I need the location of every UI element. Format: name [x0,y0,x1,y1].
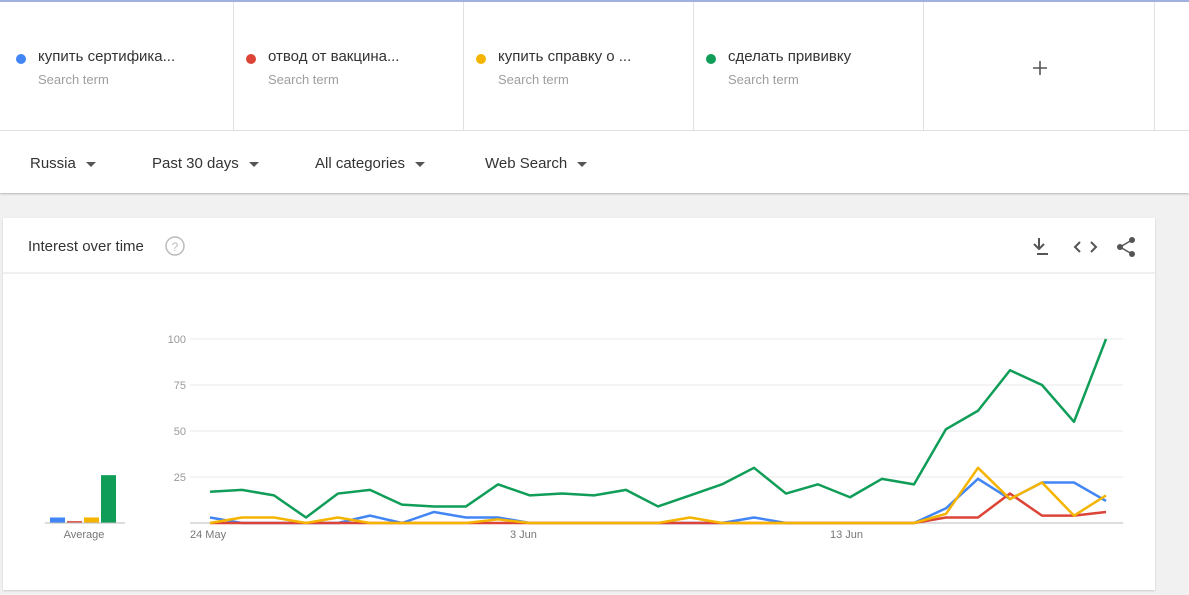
term-color-dot [476,54,486,64]
term-kind: Search term [498,72,569,87]
y-tick-label: 50 [174,426,186,438]
chart: Interest over time ? 25 50 75 100 24 May 3 Ju… [3,236,1155,541]
y-tick-label: 75 [174,380,186,392]
download-icon[interactable] [1033,238,1048,255]
term-name: отвод от вакцина... [268,48,400,65]
svg-text:?: ? [172,240,179,254]
chart-title: Interest over time [28,238,144,255]
term-kind: Search term [728,72,799,87]
term-name: купить справку о ... [498,48,632,65]
x-tick-label: 3 Jun [510,529,537,541]
x-tick-label: 13 Jun [830,529,863,541]
chart-card: Interest over time ? 25 50 75 100 24 May 3 Ju… [3,218,1155,590]
share-icon[interactable] [1117,237,1135,257]
search-term[interactable]: сделать прививку Search term [694,2,924,130]
average-bar [101,475,116,523]
y-tick-label: 100 [168,334,186,346]
term-color-dot [16,54,26,64]
average-bar [50,517,65,523]
term-color-dot [246,54,256,64]
search-term[interactable]: отвод от вакцина... Search term [234,2,464,130]
add-term[interactable] [924,2,1155,130]
series-line [209,466,1107,525]
term-name: купить сертифика... [38,48,176,65]
plus-icon [1033,61,1047,75]
average-bar [67,521,82,523]
filter-dropdown[interactable]: Web Search [485,155,587,172]
filter-dropdown[interactable]: All categories [315,155,425,172]
term-kind: Search term [268,72,339,87]
search-header: купить сертифика... Search term отвод от в… [0,0,1189,193]
average-bar [84,517,99,523]
filter-dropdown[interactable]: Russia [30,155,96,172]
term-kind: Search term [38,72,109,87]
x-tick-label: 24 May [190,529,227,541]
y-tick-label: 25 [174,472,186,484]
filter-dropdown[interactable]: Past 30 days [152,155,259,172]
search-term[interactable]: купить справку о ... Search term [464,2,694,130]
average-label: Average [64,529,105,541]
divider [0,130,1189,131]
series-line [209,338,1108,519]
embed-icon[interactable] [1073,241,1098,253]
help-icon[interactable]: ? [165,236,185,256]
search-term[interactable]: купить сертифика... Search term [4,2,234,130]
term-color-dot [706,54,716,64]
term-name: сделать прививку [728,48,852,65]
